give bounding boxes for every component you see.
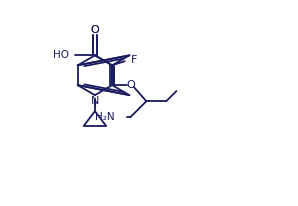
Text: H₂N: H₂N <box>94 112 114 122</box>
Text: F: F <box>131 55 137 65</box>
Text: O: O <box>91 25 99 35</box>
Text: N: N <box>91 96 99 106</box>
Text: O: O <box>126 80 135 90</box>
Text: HO: HO <box>53 50 69 60</box>
Text: O: O <box>91 25 99 35</box>
